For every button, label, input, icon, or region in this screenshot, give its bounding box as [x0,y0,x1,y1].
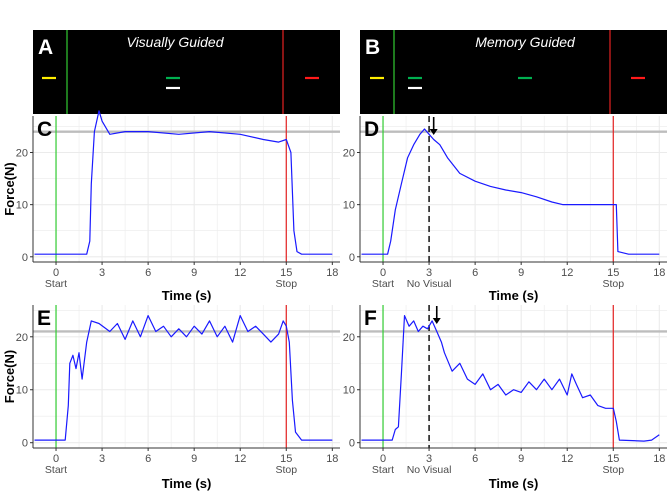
x-axis-title: Time (s) [489,476,539,491]
y-tick-label: 10 [16,200,28,212]
x-tick-label: 15 [280,453,292,465]
force-trace [361,128,660,255]
x-tick-label: 3 [99,453,105,465]
y-tick-label: 20 [16,148,28,160]
x-tick-label: 18 [326,453,338,465]
x-tick-sublabel: Start [45,278,67,290]
x-tick-label: 12 [561,453,573,465]
y-tick-label: 20 [16,332,28,344]
panel-letter: B [365,36,380,59]
y-tick-label: 20 [343,148,355,160]
x-tick-label: 3 [426,453,432,465]
x-tick-sublabel: Start [372,278,394,290]
x-tick-label: 15 [280,267,292,279]
plot-background [33,305,340,448]
panel-letter: A [38,36,53,59]
y-tick-label: 10 [16,385,28,397]
x-tick-label: 12 [234,267,246,279]
plot-background [360,305,667,448]
force-trace [34,315,333,441]
x-tick-sublabel: Stop [602,464,624,476]
x-tick-label: 6 [472,267,478,279]
x-tick-label: 18 [653,267,665,279]
y-tick-label: 0 [22,438,28,450]
x-tick-label: 15 [607,453,619,465]
visual-panel-a: A Visually Guided [33,30,340,114]
plot-background [33,116,340,262]
x-tick-sublabel: No Visual [407,278,452,290]
x-tick-label: 6 [472,453,478,465]
y-tick-label: 0 [349,438,355,450]
y-tick-label: 10 [343,385,355,397]
panel-letter: F [364,307,377,330]
y-tick-label: 10 [343,200,355,212]
plot-background [360,116,667,262]
x-tick-label: 9 [191,267,197,279]
visual-panel-b: B Memory Guided [360,30,667,114]
y-axis-title: Force(N) [2,350,17,403]
x-axis-title: Time (s) [162,476,212,491]
y-tick-label: 20 [343,332,355,344]
y-tick-label: 0 [349,252,355,264]
x-tick-label: 18 [326,267,338,279]
panel-letter: E [37,307,51,330]
x-tick-sublabel: Start [372,464,394,476]
force-trace [34,110,333,255]
x-tick-label: 9 [191,453,197,465]
x-tick-sublabel: No Visual [407,464,452,476]
x-tick-label: 12 [234,453,246,465]
visual-panel-background [33,30,340,114]
panel-title: Memory Guided [475,34,576,50]
x-tick-label: 6 [145,453,151,465]
x-tick-label: 0 [380,267,386,279]
x-tick-label: 0 [53,453,59,465]
x-tick-label: 3 [99,267,105,279]
x-axis-title: Time (s) [489,288,539,303]
drift-arrow-head [429,129,438,135]
x-tick-label: 18 [653,453,665,465]
x-axis-title: Time (s) [162,288,212,303]
x-tick-sublabel: Stop [602,278,624,290]
x-tick-sublabel: Stop [275,464,297,476]
x-tick-sublabel: Stop [275,278,297,290]
x-tick-label: 0 [380,453,386,465]
panel-letter: C [37,118,52,141]
visual-panel-background [360,30,667,114]
x-tick-label: 9 [518,453,524,465]
y-axis-title: Force(N) [2,162,17,215]
x-tick-label: 6 [145,267,151,279]
x-tick-label: 3 [426,267,432,279]
x-tick-label: 9 [518,267,524,279]
x-tick-label: 12 [561,267,573,279]
panel-title: Visually Guided [126,34,224,50]
force-trace [361,315,660,442]
x-tick-label: 15 [607,267,619,279]
drift-arrow-head [432,318,441,324]
y-tick-label: 0 [22,252,28,264]
x-tick-sublabel: Start [45,464,67,476]
x-tick-label: 0 [53,267,59,279]
panel-letter: D [364,118,379,141]
